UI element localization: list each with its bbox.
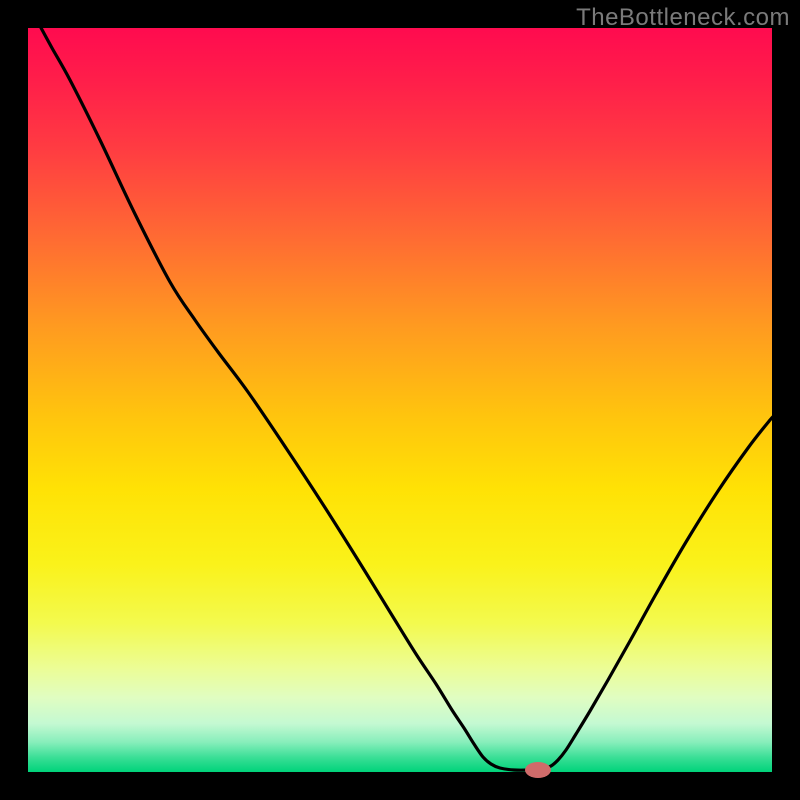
watermark-label: TheBottleneck.com	[576, 4, 790, 32]
optimal-marker	[525, 762, 551, 778]
bottleneck-chart	[0, 0, 800, 800]
chart-container: TheBottleneck.com	[0, 0, 800, 800]
border-right	[772, 0, 800, 800]
border-left	[0, 0, 28, 800]
border-bottom	[0, 772, 800, 800]
gradient-background	[28, 28, 772, 772]
